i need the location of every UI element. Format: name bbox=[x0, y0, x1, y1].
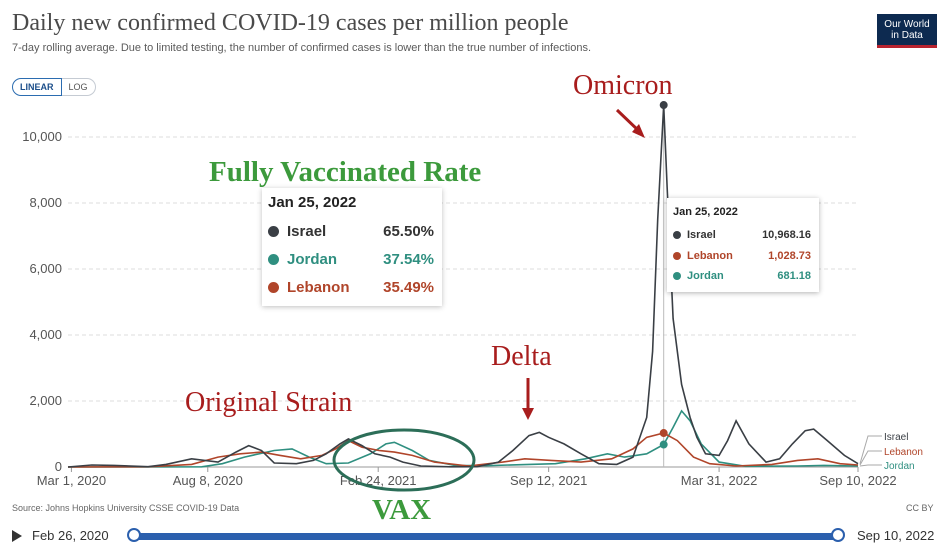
license-note[interactable]: CC BY bbox=[906, 503, 934, 513]
x-tick-label: Sep 12, 2021 bbox=[510, 473, 587, 488]
chart-title: Daily new confirmed COVID-19 cases per m… bbox=[12, 10, 569, 36]
series-line-jordan bbox=[67, 409, 859, 468]
series-end-label: Lebanon bbox=[884, 447, 923, 458]
chart-subtitle: 7-day rolling average. Due to limited te… bbox=[12, 42, 592, 54]
lebanon-dot-icon bbox=[268, 282, 279, 293]
chart-tooltip: Jan 25, 2022 Israel 10,968.16 Lebanon 1,… bbox=[667, 198, 819, 292]
y-tick-label: 8,000 bbox=[29, 195, 62, 210]
country-name: Israel bbox=[287, 223, 327, 240]
vax-highlight-ellipse bbox=[332, 428, 476, 492]
play-icon[interactable] bbox=[12, 530, 22, 542]
linear-scale-button[interactable]: LINEAR bbox=[12, 78, 62, 96]
source-note[interactable]: Source: Johns Hopkins University CSSE CO… bbox=[12, 503, 240, 513]
vaccinated-rate-title: Fully Vaccinated Rate bbox=[209, 156, 482, 188]
timeline-end-date: Sep 10, 2022 bbox=[857, 528, 935, 543]
our-world-in-data-logo[interactable]: Our World in Data bbox=[877, 14, 937, 48]
original-strain-annotation: Original Strain bbox=[185, 387, 353, 418]
y-tick-label: 2,000 bbox=[29, 393, 62, 408]
tooltip-date: Jan 25, 2022 bbox=[673, 206, 738, 218]
legend-connector bbox=[859, 464, 882, 467]
vaccination-date: Jan 25, 2022 bbox=[268, 194, 357, 211]
delta-arrow-head bbox=[522, 408, 534, 420]
timeline: Feb 26, 2020 Sep 10, 2022 bbox=[0, 522, 945, 550]
tooltip-value: 681.18 bbox=[777, 270, 811, 282]
vax-annotation: VAX bbox=[372, 494, 432, 526]
vaccination-row: Israel 65.50% bbox=[268, 223, 434, 240]
vaccination-value: 37.54% bbox=[383, 251, 434, 268]
tooltip-row: Lebanon 1,028.73 bbox=[673, 250, 811, 262]
y-tick-label: 4,000 bbox=[29, 327, 62, 342]
tooltip-country: Jordan bbox=[687, 270, 724, 282]
timeline-start-date: Feb 26, 2020 bbox=[32, 528, 109, 543]
y-tick-label: 10,000 bbox=[22, 129, 62, 144]
tooltip-value: 10,968.16 bbox=[762, 229, 811, 241]
y-tick-label: 0 bbox=[55, 459, 62, 474]
country-name: Jordan bbox=[287, 251, 338, 268]
series-end-label: Israel bbox=[884, 432, 908, 443]
x-tick-label: Mar 31, 2022 bbox=[681, 473, 758, 488]
highlight-point-lebanon bbox=[659, 429, 668, 438]
vaccination-rate-box: Jan 25, 2022 Israel 65.50% Jordan 37.54%… bbox=[262, 188, 442, 306]
x-tick-label: Mar 1, 2020 bbox=[37, 473, 106, 488]
israel-dot-icon bbox=[268, 226, 279, 237]
legend-connector bbox=[859, 435, 882, 464]
legend-connector bbox=[859, 450, 882, 466]
scale-toggle: LINEAR LOG bbox=[12, 78, 96, 96]
omicron-arrow-head bbox=[632, 124, 645, 138]
tooltip-row: Israel 10,968.16 bbox=[673, 229, 811, 241]
israel-dot-icon bbox=[673, 231, 681, 239]
timeline-end-handle[interactable] bbox=[831, 528, 845, 542]
lebanon-dot-icon bbox=[673, 252, 681, 260]
omicron-annotation: Omicron bbox=[573, 70, 673, 101]
tooltip-country: Israel bbox=[687, 229, 716, 241]
y-tick-label: 6,000 bbox=[29, 261, 62, 276]
vaccination-row: Lebanon 35.49% bbox=[268, 279, 434, 296]
highlight-point-israel bbox=[659, 101, 668, 110]
delta-annotation: Delta bbox=[491, 341, 552, 372]
vaccination-value: 65.50% bbox=[383, 223, 434, 240]
series-end-label: Jordan bbox=[884, 461, 915, 472]
x-tick-label: Sep 10, 2022 bbox=[819, 473, 896, 488]
logo-line-2: in Data bbox=[891, 30, 923, 41]
highlight-point-jordan bbox=[659, 440, 668, 449]
vaccination-value: 35.49% bbox=[383, 279, 434, 296]
series-line-israel bbox=[67, 105, 859, 468]
timeline-start-handle[interactable] bbox=[127, 528, 141, 542]
vaccination-row: Jordan 37.54% bbox=[268, 251, 434, 268]
jordan-dot-icon bbox=[268, 254, 279, 265]
logo-line-1: Our World bbox=[884, 19, 930, 30]
x-tick-label: Aug 8, 2020 bbox=[173, 473, 243, 488]
tooltip-value: 1,028.73 bbox=[768, 250, 811, 262]
tooltip-country: Lebanon bbox=[687, 250, 733, 262]
tooltip-row: Jordan 681.18 bbox=[673, 270, 811, 282]
series-line-lebanon bbox=[67, 432, 859, 468]
jordan-dot-icon bbox=[673, 272, 681, 280]
log-scale-button[interactable]: LOG bbox=[61, 78, 96, 96]
country-name: Lebanon bbox=[287, 279, 350, 296]
timeline-track[interactable] bbox=[134, 533, 838, 540]
